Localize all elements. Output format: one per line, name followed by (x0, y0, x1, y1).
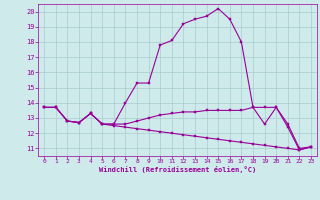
X-axis label: Windchill (Refroidissement éolien,°C): Windchill (Refroidissement éolien,°C) (99, 166, 256, 173)
